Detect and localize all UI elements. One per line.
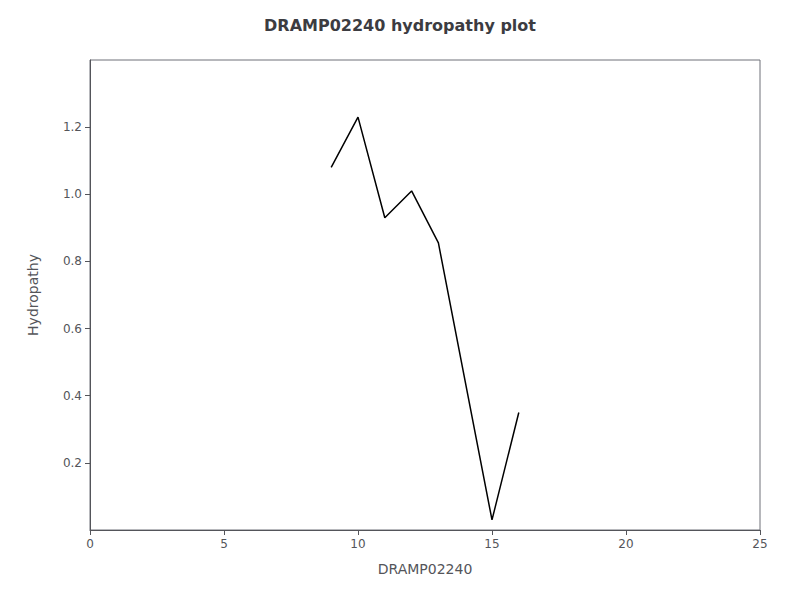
svg-text:DRAMP02240: DRAMP02240: [378, 561, 473, 577]
svg-text:1.2: 1.2: [63, 120, 82, 134]
svg-text:0.4: 0.4: [63, 389, 82, 403]
svg-text:0.8: 0.8: [63, 254, 82, 268]
svg-text:1.0: 1.0: [63, 187, 82, 201]
svg-text:10: 10: [350, 537, 365, 551]
svg-text:DRAMP02240 hydropathy plot: DRAMP02240 hydropathy plot: [264, 16, 536, 35]
svg-text:0: 0: [86, 537, 94, 551]
svg-text:0.2: 0.2: [63, 456, 82, 470]
svg-text:25: 25: [752, 537, 767, 551]
svg-text:5: 5: [220, 537, 228, 551]
svg-text:Hydropathy: Hydropathy: [25, 254, 41, 336]
svg-text:15: 15: [484, 537, 499, 551]
svg-text:20: 20: [618, 537, 633, 551]
svg-text:0.6: 0.6: [63, 322, 82, 336]
